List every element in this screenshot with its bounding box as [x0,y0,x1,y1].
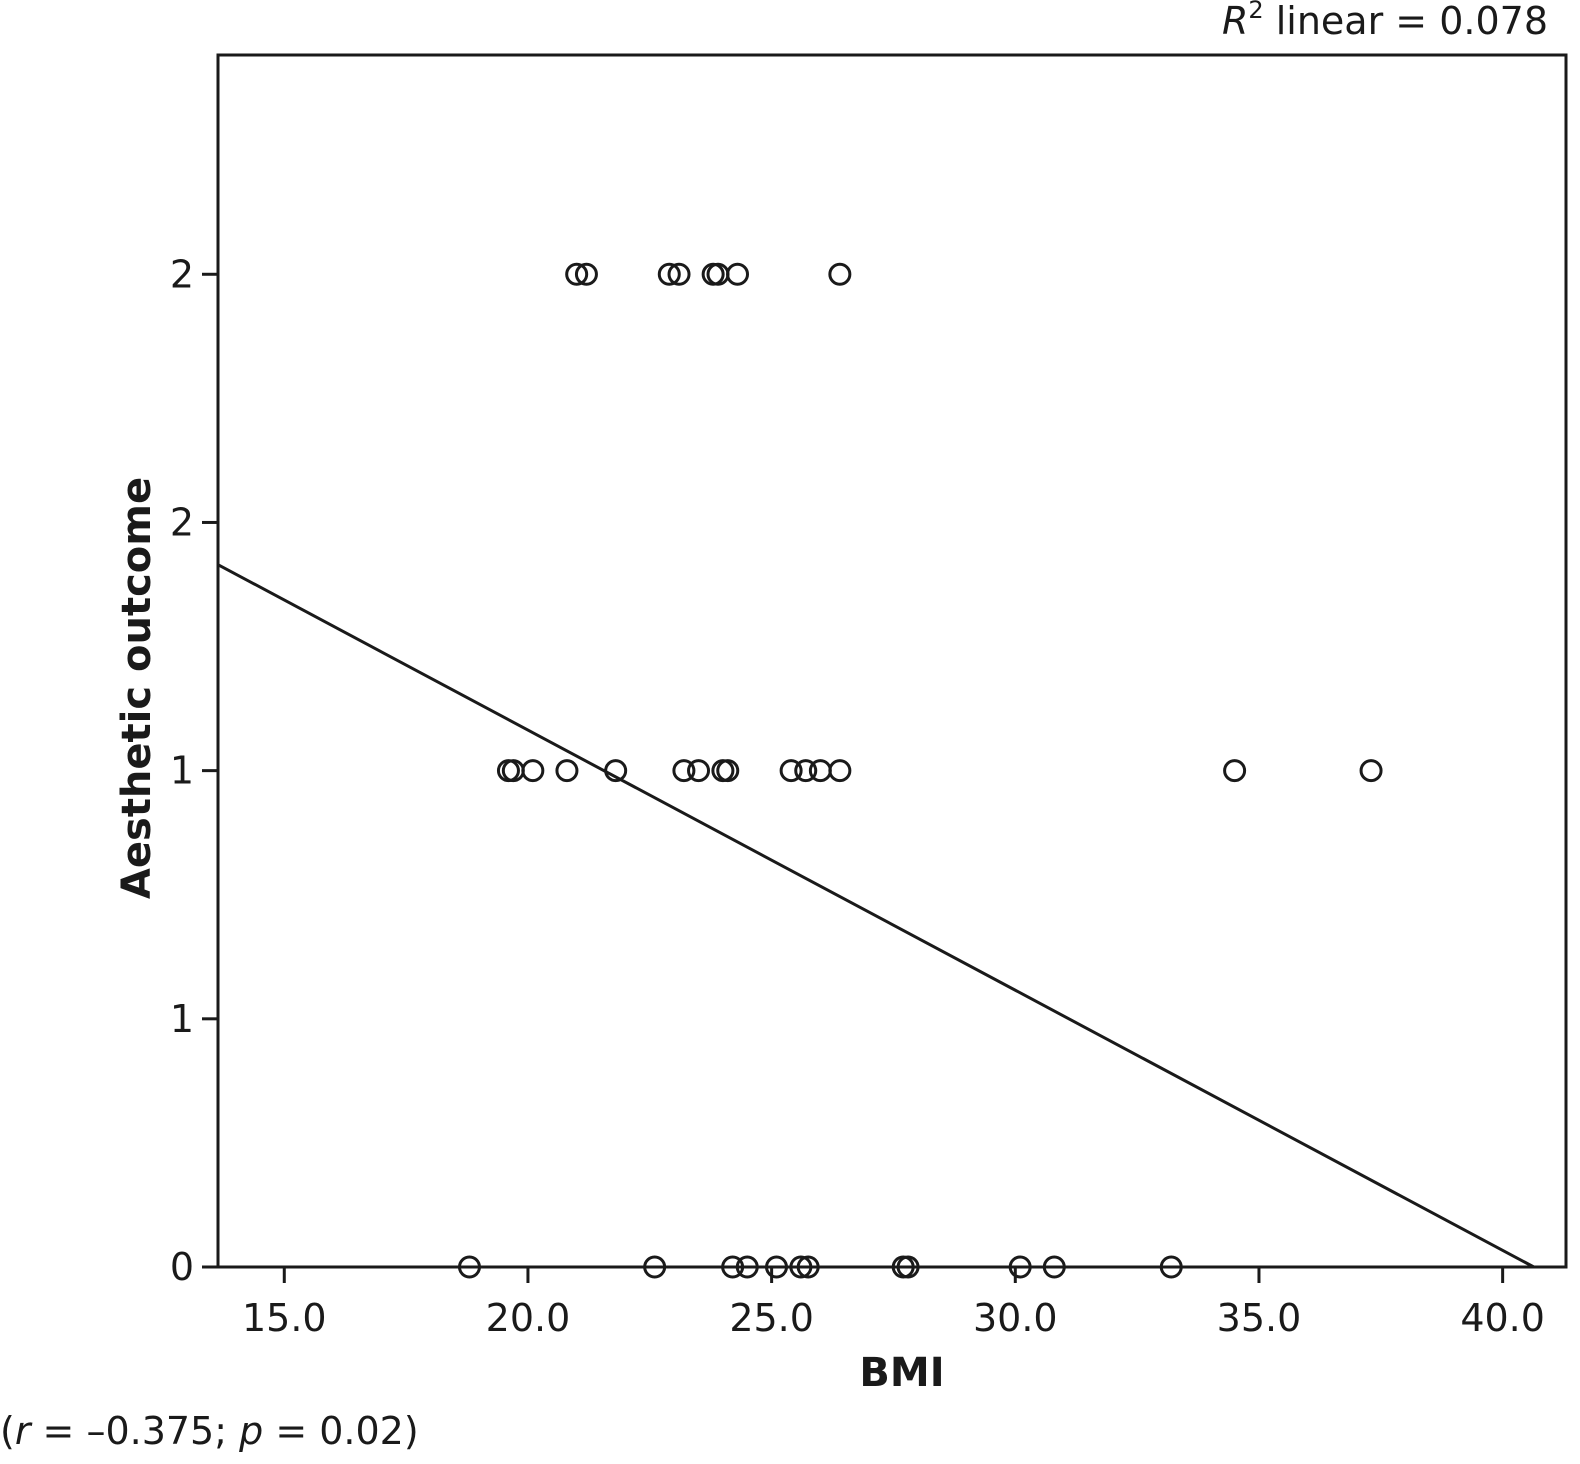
data-point-27 [764,1255,788,1279]
data-point-24 [643,1255,667,1279]
data-point-31 [896,1255,920,1279]
data-point-3 [667,262,691,286]
data-point-7 [828,262,852,286]
x-tick-label-4: 35.0 [1217,1296,1302,1340]
data-point-18 [794,759,818,783]
note-p-var: p [238,1409,263,1453]
data-point-34 [1159,1255,1183,1279]
correlation-note: (r = –0.375; p = 0.02) [0,1409,419,1453]
data-point-33 [1042,1255,1066,1279]
y-tick-label-4: 2 [170,252,194,296]
x-axis-ticks: 15.0 20.0 25.0 30.0 35.0 40.0 [242,1267,1545,1340]
data-point-28 [789,1255,813,1279]
data-point-12 [604,759,628,783]
data-point-16 [716,759,740,783]
data-point-20 [828,759,852,783]
data-point-6 [726,262,750,286]
y-tick-label-1: 1 [170,997,194,1041]
data-point-29 [796,1255,820,1279]
data-point-11 [555,759,579,783]
note-r-var: r [15,1409,33,1453]
fit-line-layer [217,563,1535,1269]
y-tick-label-0: 0 [170,1245,194,1289]
note-p-text: = 0.02) [263,1409,418,1453]
data-point-21 [1223,759,1247,783]
x-tick-label-2: 25.0 [729,1296,814,1340]
data-point-10 [521,759,545,783]
x-axis-title: BMI [859,1350,944,1396]
points-layer [457,262,1383,1279]
y-tick-label-2: 1 [170,749,194,793]
note-open: ( [0,1409,15,1453]
data-point-0 [565,262,589,286]
x-tick-label-0: 15.0 [242,1296,327,1340]
data-point-22 [1359,759,1383,783]
note-r-text: = –0.375; [30,1409,239,1453]
r2-var: R [1222,0,1248,43]
r-squared-label: R2 linear = 0.078 [1222,0,1548,43]
r2-sup: 2 [1248,0,1263,24]
data-point-32 [1008,1255,1032,1279]
x-tick-label-5: 40.0 [1460,1296,1545,1340]
data-point-2 [657,262,681,286]
data-point-26 [735,1255,759,1279]
regression-line [217,563,1535,1269]
data-point-19 [808,759,832,783]
y-tick-label-3: 2 [170,500,194,544]
data-point-23 [457,1255,481,1279]
r2-text: linear = 0.078 [1264,0,1548,43]
x-tick-label-1: 20.0 [486,1296,571,1340]
data-point-25 [721,1255,745,1279]
data-point-17 [779,759,803,783]
data-point-1 [574,262,598,286]
y-axis-title: Aesthetic outcome [114,477,160,899]
data-point-13 [672,759,696,783]
data-point-14 [687,759,711,783]
x-tick-label-3: 30.0 [973,1296,1058,1340]
y-axis-ticks: 0 1 1 2 2 [170,252,218,1289]
plot-frame [216,53,1568,1269]
